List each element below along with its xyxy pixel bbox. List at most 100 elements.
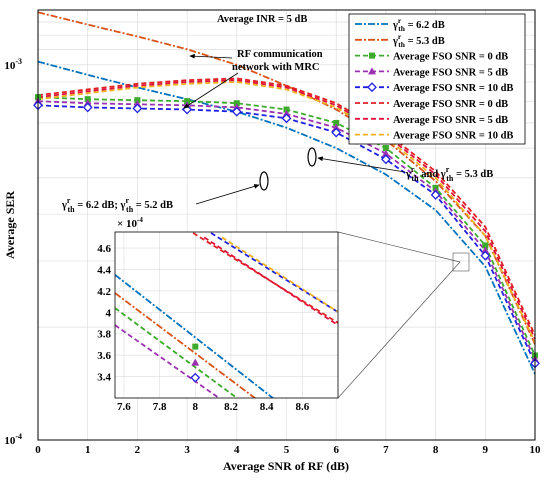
annotation-left: γr th = 6.2 dB; γr th = 5.2 dB (61, 196, 173, 214)
annotation-inr: Average INR = 5 dB (217, 14, 307, 25)
x-tick-8: 8 (433, 444, 439, 456)
series-4-point-1 (82, 102, 93, 113)
zoom-connector-bottom (337, 261, 461, 399)
plot-frame (37, 9, 536, 441)
y-tick-1: 10-4 (4, 432, 22, 447)
series-3-point-5 (282, 109, 291, 117)
annotation-right: γr th and γr th = 5.3 dB (405, 165, 493, 183)
x-tick-1: 1 (85, 444, 91, 456)
x-tick-10: 10 (530, 444, 542, 456)
x-axis-label: Average SNR of RF (dB) (223, 459, 349, 473)
x-tick-3: 3 (184, 444, 190, 456)
series-4-point-5 (281, 113, 292, 124)
inset-line-6 (203, 236, 338, 326)
legend-marker-3 (368, 67, 376, 75)
legend-label-3: Average FSO SNR = 5 dB (393, 67, 508, 78)
x-tick-labels: 0 1 2 3 4 5 6 7 8 9 10 (35, 444, 541, 456)
inset-multiplier: × 10-4 (117, 216, 143, 230)
legend-label-2: Average FSO SNR = 0 dB (393, 52, 508, 63)
y-tick-labels: 10-3 10-4 (4, 57, 22, 447)
inset-y-tick-0: 3.4 (97, 372, 111, 384)
series-2-point-4 (233, 100, 240, 107)
annotation-rf-line1: RF communication (237, 49, 323, 60)
inset-y-tick-2: 3.8 (97, 329, 111, 341)
inset-y-tick-6: 4.6 (97, 243, 111, 255)
inset-y-tick-3: 4 (106, 307, 112, 319)
series-line-5 (37, 77, 536, 336)
series-4-point-4 (231, 106, 242, 117)
inset-line-0 (115, 274, 275, 398)
annotation-ellipse-left (259, 171, 269, 191)
series-4-point-6 (331, 127, 342, 138)
inset-marker-1 (191, 358, 200, 366)
annotation-ellipse-right (307, 147, 317, 167)
inset-x-tick-0: 7.6 (117, 401, 131, 413)
series-2-point-7 (382, 145, 389, 152)
series-2-point-2 (134, 97, 141, 104)
inset-line-3 (115, 324, 221, 398)
legend-label-6: Average FSO SNR = 5 dB (393, 115, 508, 126)
x-tick-2: 2 (135, 444, 141, 456)
annotation-arrow-left (195, 184, 260, 205)
series-2-point-3 (184, 98, 191, 105)
y-axis-label: Average SER (3, 191, 17, 259)
series-3-point-7 (381, 149, 390, 157)
inset-series-lines (115, 232, 338, 398)
series-2-point-6 (333, 119, 340, 126)
x-tick-0: 0 (35, 444, 41, 456)
series-4-point-7 (380, 154, 391, 165)
inset-marker-0 (192, 343, 199, 350)
inset-y-tick-1: 3.6 (97, 350, 111, 362)
annotation-arrow-rf-lower (183, 72, 239, 109)
x-tick-5: 5 (284, 444, 290, 456)
zoom-target-box (452, 252, 470, 272)
inset-y-tick-5: 4.4 (97, 264, 111, 276)
x-tick-4: 4 (234, 444, 240, 456)
inset-marker-2 (190, 372, 201, 383)
inset-grid-lines (115, 232, 338, 398)
series-4-point-2 (132, 103, 143, 114)
inset-background (115, 232, 338, 398)
legend-marker-4 (367, 82, 377, 93)
x-tick-6: 6 (333, 444, 339, 456)
inset-x-tick-2: 8 (193, 401, 199, 413)
inset-x-tick-1: 7.8 (153, 401, 167, 413)
series-line-0 (37, 60, 536, 375)
annotation-arrow-right (317, 156, 406, 173)
zoom-connector-top (337, 231, 461, 263)
inset-line-7 (221, 236, 338, 314)
inset-x-tick-3: 8.2 (224, 401, 238, 413)
series-2-point-1 (84, 96, 91, 103)
x-tick-7: 7 (383, 444, 389, 456)
inset-tick-labels: 7.6 7.8 8 8.2 8.4 8.6 3.4 3.6 3.8 4 4.2 4.4 4.6 (97, 243, 309, 413)
series-4-point-8 (430, 190, 441, 200)
series-3-point-9 (481, 246, 490, 254)
inset-zoom: 7.6 7.8 8 8.2 8.4 8.6 3.4 3.6 3.8 4 4.2 4.4 4.6 × 10… (97, 216, 339, 413)
legend-label-4: Average FSO SNR = 10 dB (393, 83, 513, 94)
annotation-rf-line2: network with MRC (232, 62, 320, 73)
inset-x-tick-4: 8.4 (260, 401, 274, 413)
series-2-point-5 (283, 106, 290, 113)
series-3-point-6 (332, 123, 341, 131)
legend-label-1: γr th = 5.3 dB (392, 32, 445, 49)
series-line-6 (37, 79, 536, 340)
annotation-arrow-rf-upper (189, 53, 233, 59)
inset-x-tick-5: 8.6 (295, 401, 309, 413)
series-line-7 (37, 81, 536, 343)
series-2-point-9 (482, 242, 489, 249)
legend-marker-2 (369, 52, 375, 59)
inset-y-tick-4: 4.2 (97, 286, 111, 298)
legend-box (348, 13, 526, 145)
inset-line-1 (115, 292, 257, 398)
series-4-point-9 (480, 250, 491, 261)
y-tick-0: 10-3 (4, 57, 22, 72)
inset-frame (114, 231, 339, 399)
inset-line-2 (115, 307, 239, 398)
x-tick-9: 9 (483, 444, 489, 456)
legend-label-5: Average FSO SNR = 0 dB (393, 99, 508, 110)
legend-label-0: γr th = 6.2 dB (392, 16, 445, 33)
legend-label-7: Average FSO SNR = 10 dB (393, 131, 513, 142)
